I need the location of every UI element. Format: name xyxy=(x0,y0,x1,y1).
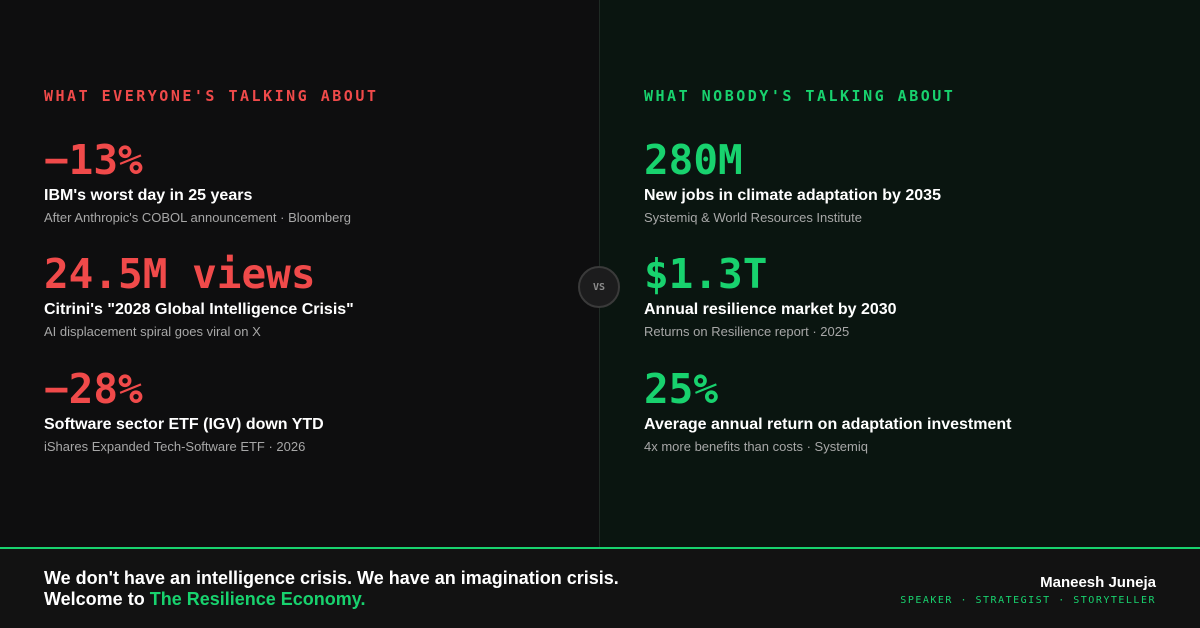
stat-label: Annual resilience market by 2030 xyxy=(644,301,897,318)
author-name: Maneesh Juneja xyxy=(1040,574,1156,591)
stat-value: $1.3T xyxy=(644,250,768,298)
author-block: Maneesh Juneja SPEAKER · STRATEGIST · ST… xyxy=(900,574,1156,606)
left-stat-2: 24.5M views Citrini's "2028 Global Intel… xyxy=(44,250,584,340)
tagline-line-1: We don't have an intelligence crisis. We… xyxy=(44,568,619,588)
left-heading: WHAT EVERYONE'S TALKING ABOUT xyxy=(44,87,379,105)
right-stat-1: 280M New jobs in climate adaptation by 2… xyxy=(644,136,1184,226)
tagline-highlight: The Resilience Economy. xyxy=(149,589,366,609)
stat-label: IBM's worst day in 25 years xyxy=(44,187,253,204)
stat-label: New jobs in climate adaptation by 2035 xyxy=(644,187,941,204)
stat-source: Returns on Resilience report · 2025 xyxy=(644,324,850,339)
right-stat-3: 25% Average annual return on adaptation … xyxy=(644,365,1184,455)
stat-source: iShares Expanded Tech-Software ETF · 202… xyxy=(44,439,306,454)
footer-tagline: We don't have an intelligence crisis. We… xyxy=(44,568,619,610)
stat-source: After Anthropic's COBOL announcement · B… xyxy=(44,210,351,225)
stat-source: 4x more benefits than costs · Systemiq xyxy=(644,439,868,454)
right-heading: WHAT NOBODY'S TALKING ABOUT xyxy=(644,87,956,105)
stat-source: AI displacement spiral goes viral on X xyxy=(44,324,261,339)
stat-label: Software sector ETF (IGV) down YTD xyxy=(44,416,324,433)
stat-value: −13% xyxy=(44,136,143,184)
left-stat-1: −13% IBM's worst day in 25 years After A… xyxy=(44,136,584,226)
tagline-line-2: Welcome to The Resilience Economy. xyxy=(44,589,619,610)
stat-label: Citrini's "2028 Global Intelligence Cris… xyxy=(44,301,354,318)
left-stat-3: −28% Software sector ETF (IGV) down YTD … xyxy=(44,365,584,455)
vs-badge: VS xyxy=(578,266,620,308)
tagline-prefix: Welcome to xyxy=(44,589,150,609)
stat-value: 24.5M views xyxy=(44,250,316,298)
stat-value: 25% xyxy=(644,365,719,413)
footer-bar: We don't have an intelligence crisis. We… xyxy=(0,547,1200,628)
right-stat-2: $1.3T Annual resilience market by 2030 R… xyxy=(644,250,1184,340)
stat-value: 280M xyxy=(644,136,743,184)
stat-value: −28% xyxy=(44,365,143,413)
stat-source: Systemiq & World Resources Institute xyxy=(644,210,862,225)
right-panel: WHAT NOBODY'S TALKING ABOUT 280M New job… xyxy=(600,0,1200,548)
stat-label: Average annual return on adaptation inve… xyxy=(644,416,1012,433)
author-roles: SPEAKER · STRATEGIST · STORYTELLER xyxy=(900,595,1156,606)
left-panel: WHAT EVERYONE'S TALKING ABOUT −13% IBM's… xyxy=(0,0,599,548)
